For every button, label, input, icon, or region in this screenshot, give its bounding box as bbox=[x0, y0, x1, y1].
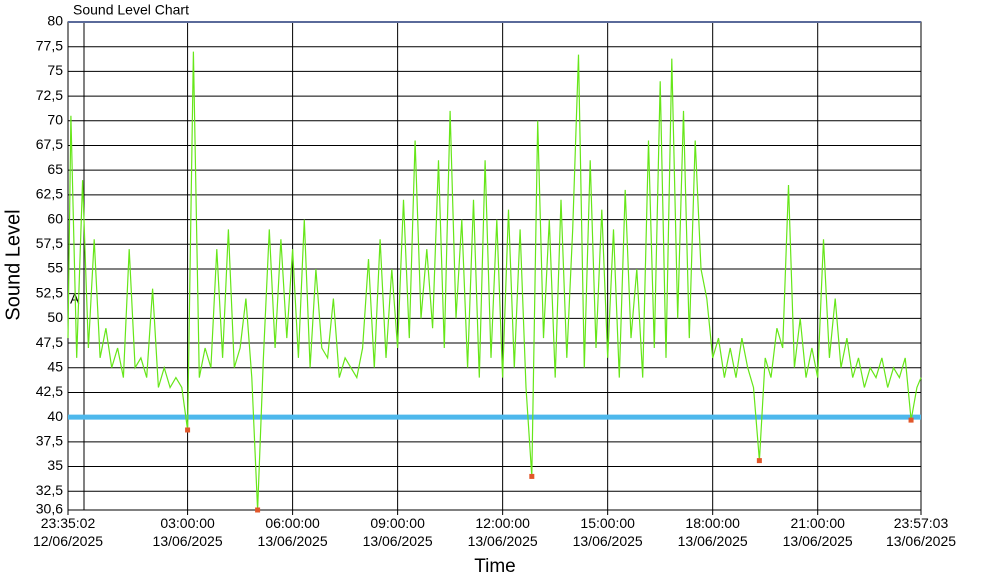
y-axis-label: Sound Level bbox=[2, 209, 24, 320]
y-tick-label: 75 bbox=[47, 62, 63, 78]
y-tick-label: 30,6 bbox=[36, 501, 63, 517]
x-tick-label: 23:35:02 12/06/2025 bbox=[32, 515, 104, 549]
y-tick-label: 32,5 bbox=[36, 482, 63, 498]
x-tick-label: 09:00:00 13/06/2025 bbox=[362, 515, 433, 549]
y-tick-label: 57,5 bbox=[36, 235, 63, 251]
y-tick-label: 72,5 bbox=[36, 87, 63, 103]
y-tick-label: 65 bbox=[47, 161, 63, 177]
y-tick-label: 42,5 bbox=[36, 383, 63, 399]
min-marker bbox=[255, 507, 261, 513]
x-tick-label: 06:00:00 13/06/2025 bbox=[257, 515, 328, 549]
x-tick-label: 23:57:03 13/06/2025 bbox=[885, 515, 957, 549]
x-axis-label: Time bbox=[474, 556, 516, 577]
y-tick-label: 80 bbox=[47, 13, 63, 29]
y-tick-label: 62,5 bbox=[36, 186, 63, 202]
x-tick-label: 12:00:00 13/06/2025 bbox=[467, 515, 538, 549]
y-tick-label: 35 bbox=[47, 457, 63, 473]
y-tick-label: 37,5 bbox=[36, 433, 63, 449]
chart-title: Sound Level Chart bbox=[73, 2, 189, 18]
y-tick-label: 47,5 bbox=[36, 334, 63, 350]
y-tick-label: 67,5 bbox=[36, 136, 63, 152]
min-marker bbox=[908, 417, 914, 423]
x-tick-label: 15:00:00 13/06/2025 bbox=[572, 515, 643, 549]
y-tick-label: 50 bbox=[47, 309, 63, 325]
y-tick-label: 40 bbox=[47, 408, 63, 424]
y-tick-label: 77,5 bbox=[36, 37, 63, 53]
y-tick-label: 55 bbox=[47, 260, 63, 276]
y-tick-label: 45 bbox=[47, 358, 63, 374]
y-tick-label: 52,5 bbox=[36, 284, 63, 300]
y-tick-label: 60 bbox=[47, 210, 63, 226]
x-tick-label: 03:00:00 13/06/2025 bbox=[152, 515, 223, 549]
x-tick-label: 21:00:00 13/06/2025 bbox=[782, 515, 853, 549]
y-tick-label: 70 bbox=[47, 111, 63, 127]
x-tick-label: 18:00:00 13/06/2025 bbox=[677, 515, 748, 549]
min-marker bbox=[185, 427, 191, 433]
min-marker bbox=[756, 458, 762, 464]
min-marker bbox=[529, 473, 535, 479]
sound-line bbox=[67, 51, 922, 511]
